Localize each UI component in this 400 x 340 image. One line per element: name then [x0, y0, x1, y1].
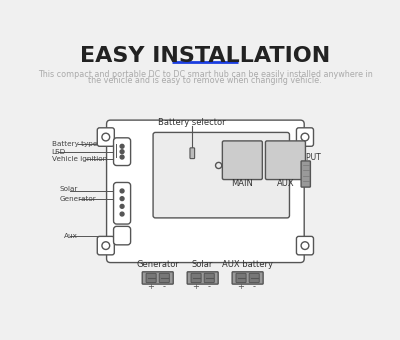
FancyBboxPatch shape [296, 128, 314, 146]
Text: +: + [147, 282, 154, 291]
Text: Vehicle ignition: Vehicle ignition [52, 156, 107, 161]
Circle shape [120, 155, 124, 159]
Text: AUX: AUX [277, 179, 294, 188]
FancyBboxPatch shape [146, 273, 156, 283]
Circle shape [120, 144, 124, 148]
FancyBboxPatch shape [114, 138, 131, 166]
FancyBboxPatch shape [114, 226, 131, 245]
FancyBboxPatch shape [142, 272, 173, 284]
FancyBboxPatch shape [153, 133, 290, 218]
Circle shape [120, 197, 124, 201]
FancyBboxPatch shape [159, 273, 169, 283]
Text: Battery selector: Battery selector [158, 118, 226, 127]
Text: Solar: Solar [192, 260, 213, 269]
FancyBboxPatch shape [187, 272, 218, 284]
Text: -: - [162, 282, 166, 291]
Circle shape [301, 242, 309, 250]
FancyBboxPatch shape [296, 236, 314, 255]
Text: the vehicle and is easy to remove when changing vehicle.: the vehicle and is easy to remove when c… [88, 76, 322, 85]
Text: Battery type: Battery type [52, 141, 97, 147]
Circle shape [120, 212, 124, 216]
Text: -: - [304, 163, 307, 172]
FancyBboxPatch shape [222, 141, 262, 180]
Text: AUX battery: AUX battery [222, 260, 273, 269]
Text: This compact and portable DC to DC smart hub can be easily installed anywhere in: This compact and portable DC to DC smart… [38, 70, 372, 79]
Text: -: - [207, 282, 210, 291]
FancyBboxPatch shape [301, 161, 310, 187]
Circle shape [102, 242, 110, 250]
FancyBboxPatch shape [97, 128, 114, 146]
Text: Generator: Generator [136, 260, 179, 269]
Circle shape [102, 133, 110, 141]
Text: Generator: Generator [59, 195, 96, 202]
Text: Aux: Aux [64, 233, 78, 239]
Text: Solar: Solar [59, 186, 78, 192]
Circle shape [301, 133, 309, 141]
FancyBboxPatch shape [106, 120, 304, 262]
Text: +: + [302, 174, 309, 183]
FancyBboxPatch shape [97, 236, 114, 255]
FancyBboxPatch shape [191, 273, 201, 283]
FancyBboxPatch shape [190, 148, 195, 158]
FancyBboxPatch shape [236, 273, 246, 283]
Text: MAIN: MAIN [232, 179, 253, 188]
FancyBboxPatch shape [204, 273, 214, 283]
Circle shape [120, 204, 124, 208]
Text: -: - [252, 282, 255, 291]
Text: EASY INSTALLATION: EASY INSTALLATION [80, 46, 330, 66]
Circle shape [120, 150, 124, 154]
FancyBboxPatch shape [249, 273, 259, 283]
Text: +: + [237, 282, 244, 291]
Text: +: + [192, 282, 199, 291]
Text: LED: LED [52, 149, 66, 155]
Text: OUTPUT: OUTPUT [290, 153, 321, 162]
FancyBboxPatch shape [232, 272, 263, 284]
FancyBboxPatch shape [114, 183, 131, 224]
FancyBboxPatch shape [266, 141, 306, 180]
Circle shape [120, 189, 124, 193]
